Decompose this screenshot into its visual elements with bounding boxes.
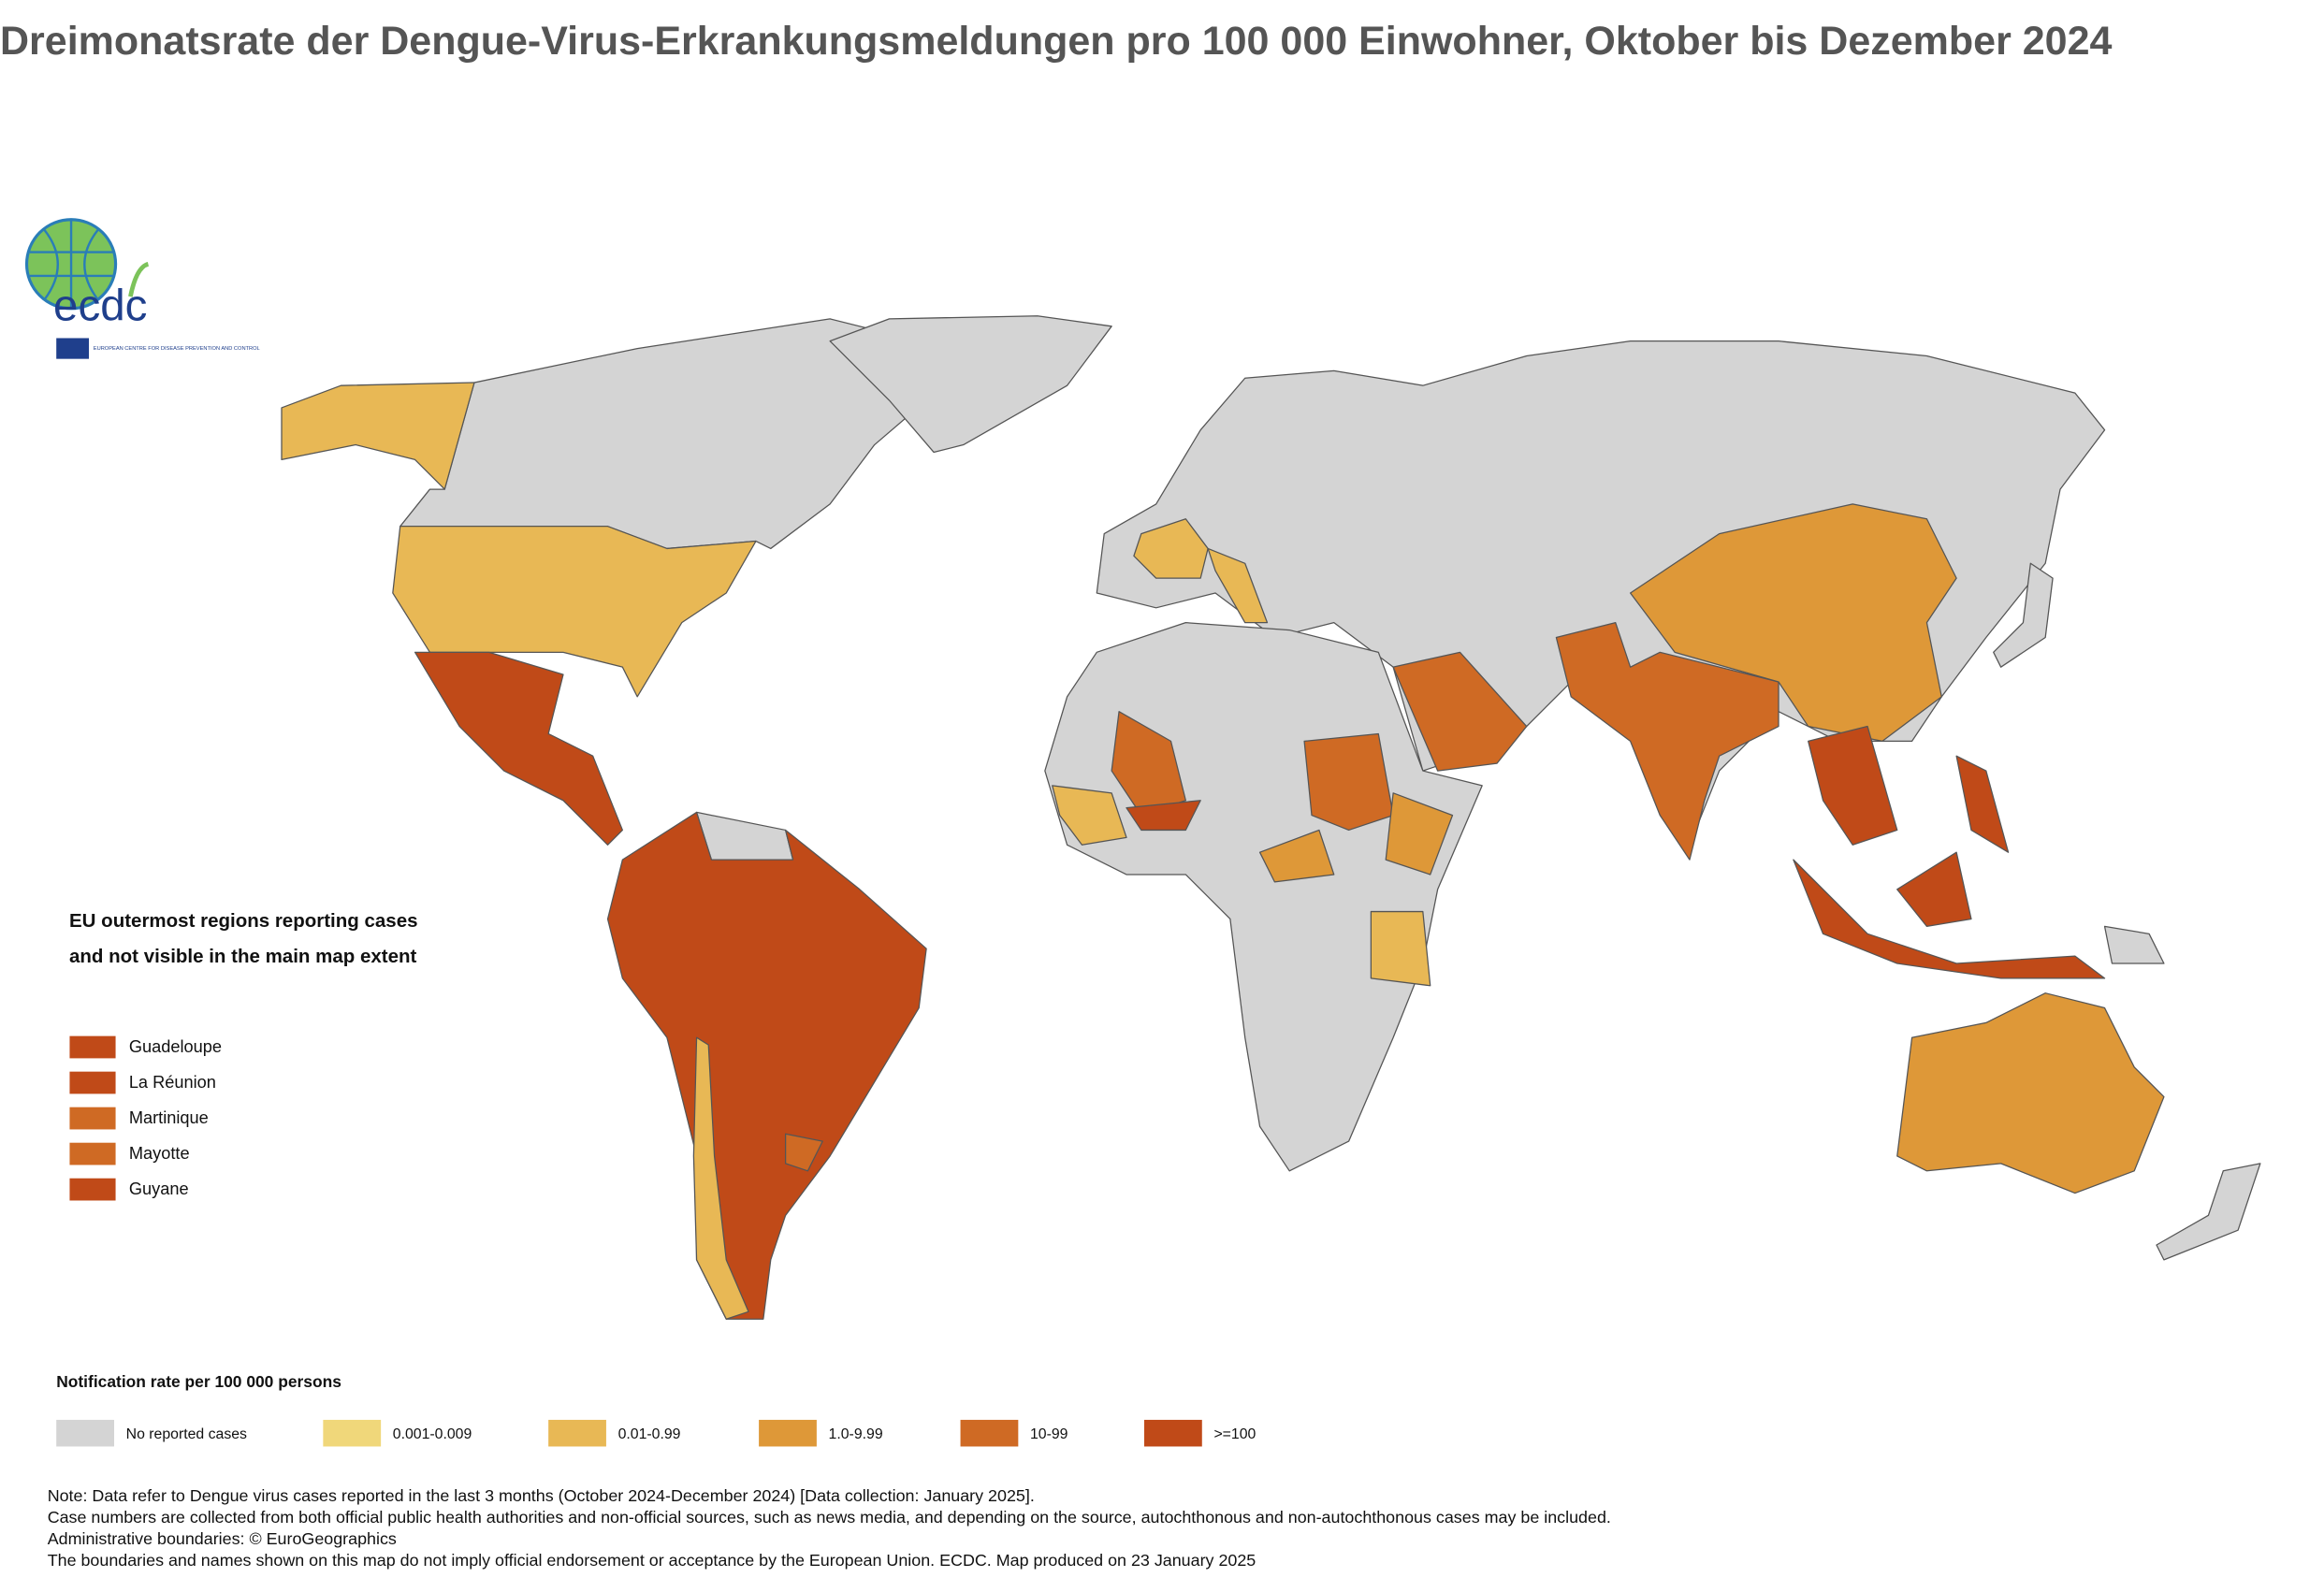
australia bbox=[1896, 992, 2165, 1194]
legend-swatch bbox=[960, 1419, 1019, 1447]
region-label: Guadeloupe bbox=[129, 1037, 222, 1056]
region-label: Guyane bbox=[129, 1180, 189, 1198]
guianas bbox=[695, 811, 794, 861]
region-label: La Réunion bbox=[129, 1073, 216, 1092]
region-swatch bbox=[69, 1142, 116, 1165]
japan bbox=[1993, 562, 2054, 668]
legend-swatch bbox=[548, 1419, 606, 1447]
new-guinea-east bbox=[2103, 925, 2165, 964]
ethiopia bbox=[1385, 792, 1454, 876]
legend-swatch bbox=[56, 1419, 114, 1447]
region-swatch bbox=[69, 1071, 116, 1094]
indonesia bbox=[1793, 859, 2106, 979]
note-line: Administrative boundaries: © EuroGeograp… bbox=[48, 1529, 397, 1548]
legend-title: Notification rate per 100 000 persons bbox=[56, 1372, 341, 1391]
outermost-title: EU outermost regions reporting cases and… bbox=[69, 910, 418, 967]
legend-swatch bbox=[1143, 1419, 1202, 1447]
china bbox=[1629, 503, 1957, 743]
saudi-arabia bbox=[1392, 651, 1528, 772]
reporting-regions bbox=[281, 382, 2165, 1320]
note-line: Case numbers are collected from both off… bbox=[48, 1508, 1611, 1527]
france bbox=[1133, 518, 1209, 579]
legend-label: No reported cases bbox=[126, 1426, 247, 1442]
sudan bbox=[1303, 732, 1394, 832]
legend-label: 0.001-0.009 bbox=[393, 1426, 472, 1442]
logo-subtitle: EUROPEAN CENTRE FOR DISEASE PREVENTION A… bbox=[94, 346, 260, 352]
mexico-central-america bbox=[414, 651, 623, 846]
outermost-legend: Guadeloupe La Réunion Martinique Mayotte Guy… bbox=[69, 1035, 222, 1201]
legend-label: 10-99 bbox=[1030, 1426, 1068, 1442]
legend-label: 0.01-0.99 bbox=[618, 1426, 681, 1442]
new-zealand bbox=[2156, 1163, 2261, 1261]
southeast-asia bbox=[1808, 725, 1898, 846]
canada bbox=[399, 318, 980, 550]
legend-label: >=100 bbox=[1213, 1426, 1256, 1442]
tanzania bbox=[1370, 910, 1431, 987]
notes: Note: Data refer to Dengue virus cases r… bbox=[48, 1486, 1611, 1570]
region-label: Mayotte bbox=[129, 1144, 190, 1163]
west-africa-coast bbox=[1052, 785, 1127, 846]
region-swatch bbox=[69, 1035, 116, 1059]
note-line: The boundaries and names shown on this m… bbox=[48, 1551, 1256, 1570]
legend: No reported cases 0.001-0.009 0.01-0.99 1.0… bbox=[56, 1419, 1256, 1447]
italy bbox=[1207, 547, 1269, 624]
region-label: Martinique bbox=[129, 1108, 209, 1127]
legend-label: 1.0-9.99 bbox=[829, 1426, 883, 1442]
borneo bbox=[1896, 851, 1972, 928]
page-title: Dreimonatsrate der Dengue-Virus-Erkranku… bbox=[0, 19, 2113, 64]
note-line: Note: Data refer to Dengue virus cases r… bbox=[48, 1486, 1035, 1505]
logo-name: ecdc bbox=[53, 281, 147, 330]
logo: ecdc EUROPEAN CENTRE FOR DISEASE PREVENT… bbox=[24, 218, 260, 359]
south-america bbox=[606, 811, 927, 1320]
chile bbox=[692, 1036, 749, 1320]
greenland bbox=[829, 315, 1112, 454]
uruguay bbox=[784, 1133, 823, 1172]
legend-swatch bbox=[323, 1419, 382, 1447]
legend-swatch bbox=[759, 1419, 817, 1447]
region-swatch bbox=[69, 1107, 116, 1130]
alaska bbox=[281, 382, 475, 490]
burkina-faso bbox=[1126, 800, 1201, 832]
region-swatch bbox=[69, 1178, 116, 1201]
philippines bbox=[1955, 755, 2010, 853]
south-asia bbox=[1555, 622, 1779, 861]
central-african-republic bbox=[1258, 829, 1335, 883]
